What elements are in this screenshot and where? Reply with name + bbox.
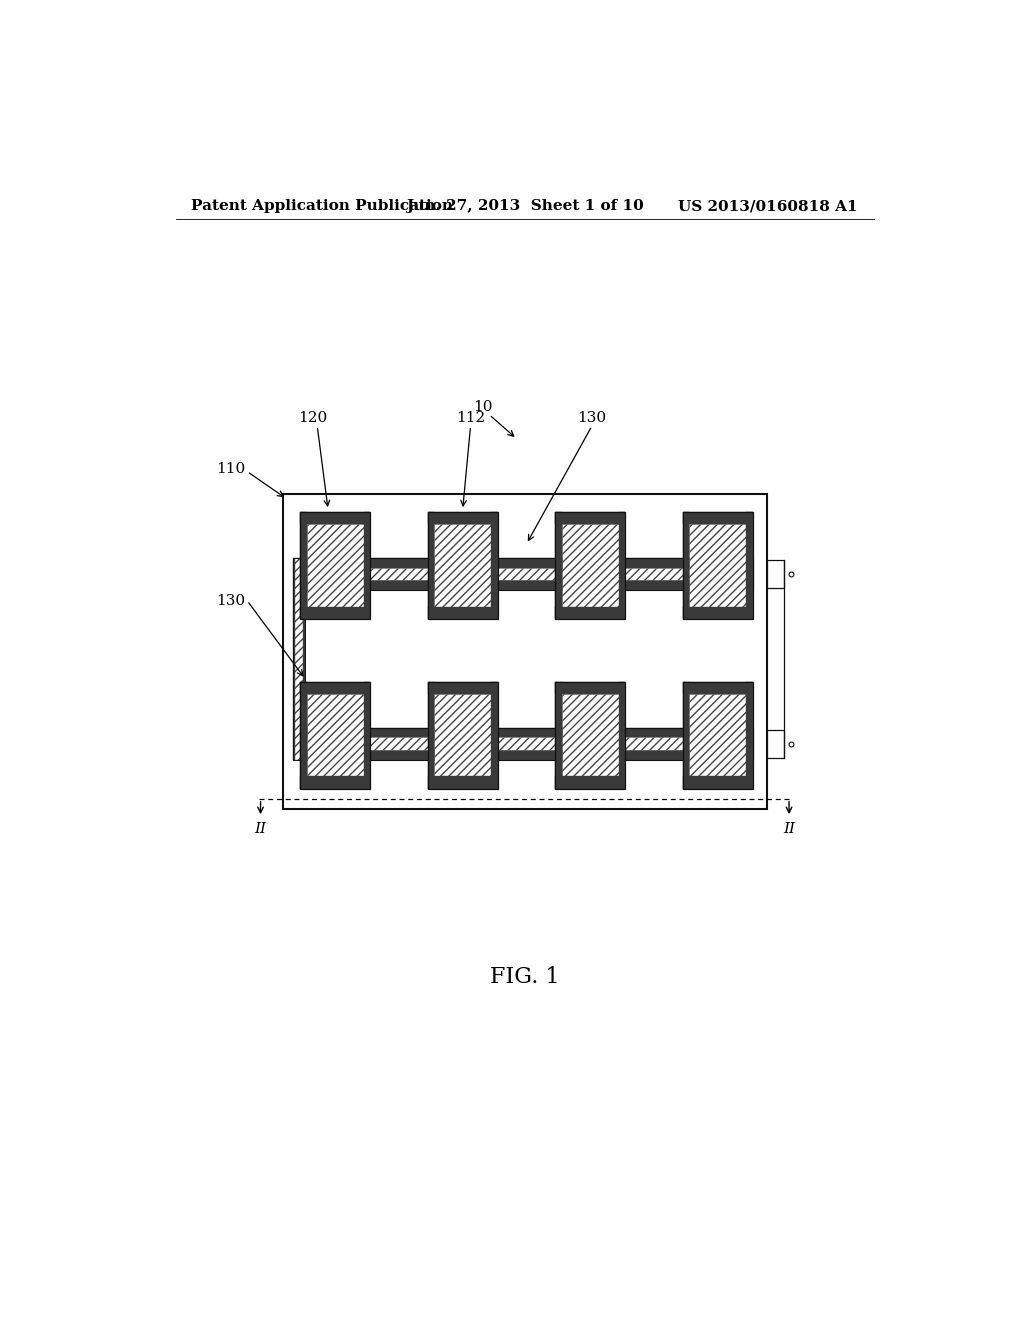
Bar (300, 558, 753, 568)
Bar (300, 512, 370, 524)
Text: Patent Application Publication: Patent Application Publication (191, 199, 454, 213)
Bar (300, 607, 370, 619)
Bar (300, 558, 753, 590)
Bar (364, 682, 370, 788)
Text: II: II (255, 822, 266, 837)
Bar (683, 682, 753, 788)
Bar (303, 558, 305, 760)
Bar (618, 682, 625, 788)
Bar (300, 682, 370, 694)
Bar (555, 512, 625, 524)
Bar (618, 512, 625, 619)
Bar (767, 730, 784, 758)
Bar (293, 558, 295, 760)
Bar (300, 581, 753, 590)
Bar (300, 682, 306, 788)
Text: 10: 10 (473, 400, 493, 414)
Bar (555, 607, 625, 619)
Bar (300, 512, 370, 619)
Bar (428, 682, 498, 694)
Bar (683, 682, 753, 694)
Bar (428, 682, 434, 788)
Bar (300, 776, 370, 788)
Bar (306, 524, 364, 607)
Bar (428, 776, 498, 788)
Bar (300, 727, 753, 760)
Bar (683, 776, 753, 788)
Bar (683, 512, 689, 619)
Bar (555, 776, 625, 788)
Bar (683, 512, 753, 524)
Bar (300, 568, 753, 581)
Bar (561, 694, 618, 776)
Bar (428, 682, 498, 788)
Bar (428, 512, 498, 524)
Text: FIG. 1: FIG. 1 (490, 966, 559, 987)
Bar (689, 694, 746, 776)
Bar (689, 524, 746, 607)
Bar (746, 512, 753, 619)
Bar (434, 694, 492, 776)
Bar (300, 738, 753, 750)
Bar (364, 512, 370, 619)
Bar (555, 682, 625, 788)
Bar (555, 512, 561, 619)
Bar (492, 682, 498, 788)
Bar (295, 558, 303, 760)
Bar (300, 727, 753, 738)
Text: 112: 112 (456, 411, 485, 425)
Bar (492, 512, 498, 619)
Bar (555, 512, 625, 619)
Text: 120: 120 (299, 411, 328, 425)
Bar (555, 682, 561, 788)
Bar (434, 524, 492, 607)
Bar (746, 682, 753, 788)
Text: 130: 130 (578, 411, 606, 425)
Bar (306, 694, 364, 776)
Bar (428, 607, 498, 619)
Bar (767, 560, 784, 589)
Bar (300, 512, 306, 619)
Bar (428, 512, 434, 619)
Text: II: II (783, 822, 795, 837)
Bar (683, 607, 753, 619)
Bar (428, 512, 498, 619)
Text: US 2013/0160818 A1: US 2013/0160818 A1 (679, 199, 858, 213)
Bar (300, 682, 370, 788)
Bar (555, 682, 625, 694)
Bar (683, 512, 753, 619)
Text: Jun. 27, 2013  Sheet 1 of 10: Jun. 27, 2013 Sheet 1 of 10 (406, 199, 644, 213)
Text: 130: 130 (216, 594, 246, 607)
Bar (561, 524, 618, 607)
Text: 110: 110 (216, 462, 246, 477)
Bar (293, 558, 305, 760)
Bar (283, 494, 767, 809)
Bar (300, 750, 753, 760)
Bar (683, 682, 689, 788)
